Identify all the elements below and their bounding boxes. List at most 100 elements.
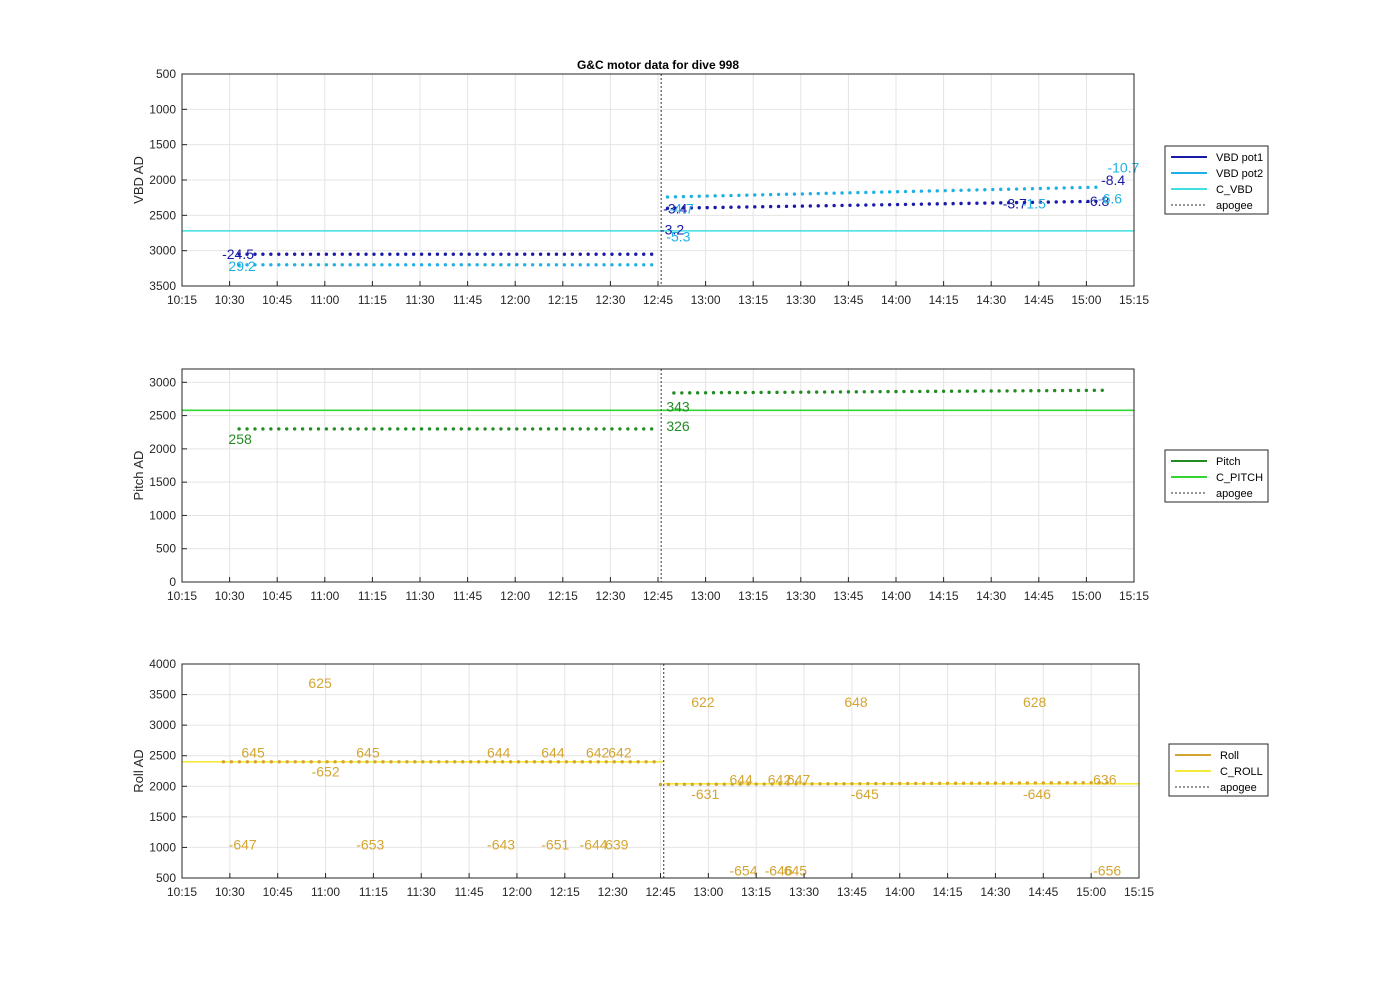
pitch-xtick-label: 14:00 (881, 589, 911, 603)
vbd-data-point (713, 194, 717, 198)
roll-data-point (540, 760, 545, 764)
vbd-panel: -24.529.2 -3.2 -3.4-4.7 -5.3 -3.7-1.5 -6.8 -8.… (131, 67, 1269, 307)
roll-data-point (858, 781, 862, 786)
pitch-data-point (1060, 388, 1065, 393)
vbd-data-point (689, 194, 694, 199)
pitch-xtick-label: 12:45 (643, 589, 673, 603)
roll-data-point (309, 760, 313, 764)
pitch-xtick-label: 12:30 (595, 589, 625, 603)
vbd-data-point (840, 191, 844, 195)
pitch-data-point (578, 427, 582, 431)
vbd-xtick-label: 11:30 (405, 293, 434, 307)
roll-data-point (437, 760, 441, 764)
roll-xtick-label: 12:45 (645, 885, 675, 899)
vbd-data-point (292, 263, 297, 267)
pitch-data-point (680, 391, 684, 395)
vbd-data-point (975, 188, 979, 192)
pitch-xtick-label: 11:00 (310, 589, 339, 603)
vbd-data-point (895, 190, 900, 194)
vbd-annotation-label: -5.3 (666, 229, 690, 245)
roll-data-point (730, 782, 734, 786)
vbd-data-point (570, 263, 575, 267)
vbd-data-point (673, 206, 678, 210)
roll-ytick-label: 3500 (149, 688, 176, 702)
pitch-data-point (846, 390, 851, 394)
vbd-data-point (967, 188, 971, 192)
pitch-data-point (459, 427, 463, 431)
roll-data-point (921, 781, 926, 786)
roll-annotation-label: 622 (691, 694, 715, 710)
pitch-data-point (523, 427, 527, 431)
pitch-ytick-label: 1000 (149, 508, 176, 522)
vbd-data-point (404, 263, 408, 267)
vbd-data-point (451, 252, 456, 256)
vbd-data-point (991, 201, 995, 205)
pitch-legend-label: apogee (1216, 488, 1253, 500)
pitch-xtick-label: 14:45 (1024, 589, 1054, 603)
pitch-data-point (411, 427, 416, 431)
vbd-data-point (419, 263, 424, 267)
vbd-data-point (927, 202, 932, 206)
vbd-data-point (737, 205, 741, 209)
vbd-data-point (943, 202, 947, 206)
vbd-data-point (1022, 200, 1027, 205)
roll-data-point (341, 760, 345, 764)
vbd-data-point (737, 193, 741, 198)
vbd-data-point (999, 201, 1003, 205)
pitch-data-point (419, 427, 424, 431)
vbd-data-point (348, 252, 352, 256)
pitch-data-point (554, 427, 559, 431)
pitch-data-point (515, 427, 519, 431)
roll-ytick-label: 3000 (149, 718, 176, 732)
roll-annotation-label: -646 (1023, 786, 1051, 802)
roll-xtick-label: 10:15 (167, 885, 197, 899)
roll-data-point (429, 760, 433, 764)
pitch-data-point (1052, 388, 1057, 393)
roll-xtick-label: 14:30 (980, 885, 1010, 899)
vbd-data-point (665, 195, 670, 199)
vbd-data-point (927, 189, 932, 193)
vbd-data-point (491, 263, 495, 267)
roll-data-point (397, 760, 401, 764)
pitch-data-point (822, 390, 827, 394)
vbd-data-point (634, 263, 638, 267)
vbd-data-point (443, 263, 448, 267)
pitch-data-point (340, 427, 344, 431)
vbd-data-point (554, 263, 559, 267)
vbd-data-point (872, 203, 876, 207)
pitch-data-point (562, 427, 567, 431)
vbd-data-point (316, 263, 321, 267)
roll-data-point (1105, 780, 1109, 785)
vbd-ytick-label: 2000 (149, 173, 176, 187)
vbd-data-point (372, 252, 376, 256)
pitch-data-point (649, 427, 654, 431)
roll-annotation-label: 644 (541, 745, 565, 761)
vbd-data-point (887, 190, 892, 194)
vbd-data-point (784, 204, 789, 209)
roll-data-point (588, 760, 593, 764)
pitch-data-point (1029, 389, 1033, 393)
vbd-data-point (729, 193, 733, 198)
vbd-data-point (269, 263, 273, 267)
pitch-data-point (814, 390, 819, 394)
pitch-xtick-label: 13:45 (833, 589, 863, 603)
pitch-data-point (245, 427, 249, 431)
roll-xtick-label: 13:45 (837, 885, 867, 899)
roll-data-point (269, 760, 274, 764)
roll-data-point (698, 782, 703, 786)
pitch-xtick-label: 13:15 (738, 589, 768, 603)
pitch-data-point (735, 390, 740, 395)
pitch-xtick-label: 10:30 (215, 589, 245, 603)
pitch-data-point (483, 427, 487, 431)
pitch-data-point (775, 390, 779, 395)
pitch-data-point (1084, 388, 1089, 393)
pitch-data-point (443, 427, 448, 431)
vbd-data-point (261, 252, 265, 256)
vbd-data-point (1030, 186, 1035, 191)
vbd-ytick-label: 3500 (149, 279, 176, 293)
pitch-data-point (910, 389, 914, 394)
vbd-data-point (689, 206, 694, 210)
pitch-xtick-label: 15:00 (1071, 589, 1101, 603)
vbd-data-point (443, 252, 448, 256)
